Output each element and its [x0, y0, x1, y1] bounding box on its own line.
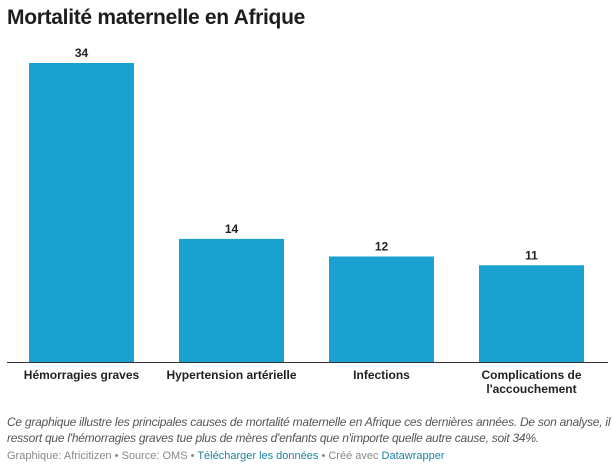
bar	[29, 63, 134, 362]
category-label: Infections	[353, 368, 410, 382]
chart-notes: Ce graphique illustre les principales ca…	[7, 414, 612, 463]
footer: Graphique: Africitizen • Source: OMS • T…	[7, 449, 612, 463]
data-label: 12	[375, 239, 389, 253]
bar	[479, 265, 584, 362]
data-label: 14	[225, 222, 239, 236]
footer-sep: • Créé avec	[318, 450, 382, 462]
chart-description: Ce graphique illustre les principales ca…	[7, 415, 611, 445]
datawrapper-link[interactable]: Datawrapper	[381, 450, 445, 462]
download-data-link[interactable]: Télécharger les données	[197, 450, 319, 462]
data-label: 11	[525, 248, 538, 262]
category-label: Hémorragies graves	[24, 368, 140, 382]
category-label: Complications de	[481, 368, 581, 382]
bar	[329, 256, 434, 362]
bar-chart: 34 Hémorragies graves 14 Hypertension artér…	[7, 46, 608, 396]
category-label: l'accouchement	[486, 382, 576, 396]
data-label: 34	[75, 46, 89, 60]
bar	[179, 238, 284, 362]
category-label: Hypertension artérielle	[166, 368, 296, 382]
credit: Graphique: Africitizen • Source: OMS •	[7, 450, 198, 462]
chart-title: Mortalité maternelle en Afrique	[7, 6, 305, 29]
